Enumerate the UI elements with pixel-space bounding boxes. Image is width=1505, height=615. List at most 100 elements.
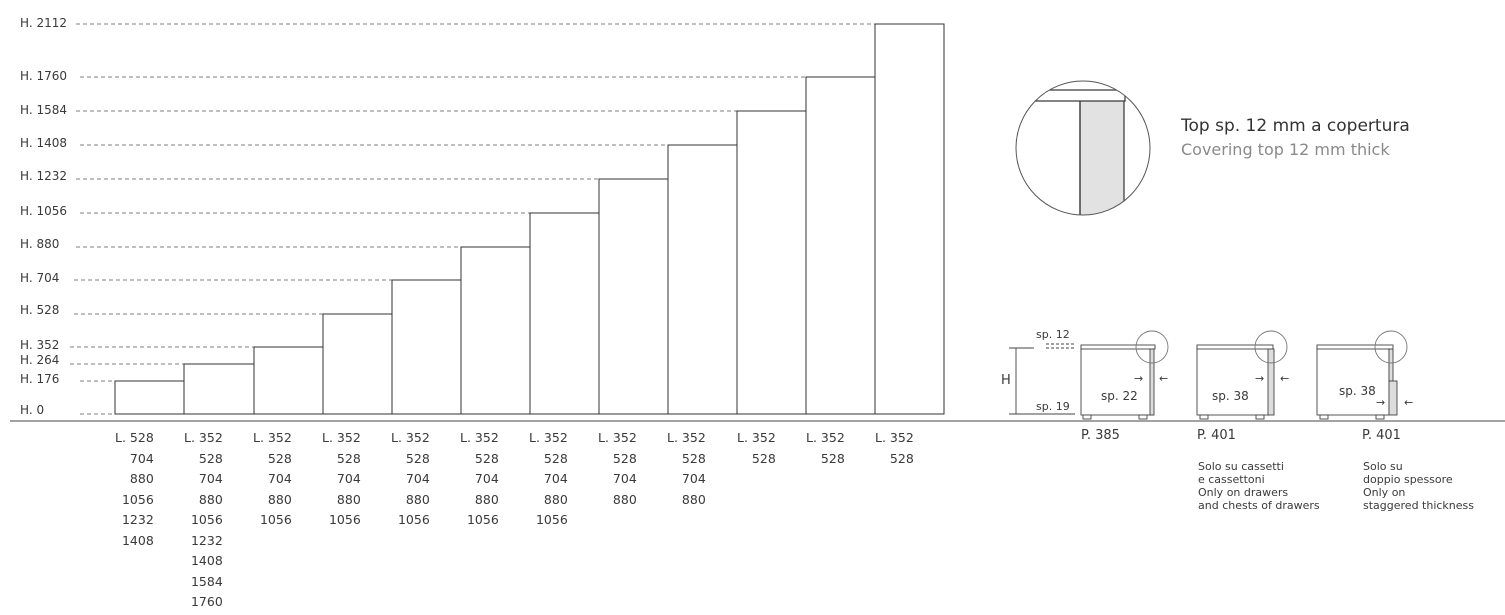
bar-5 — [391, 279, 462, 415]
height-option: 528 — [543, 450, 568, 466]
height-option: 880 — [336, 491, 361, 507]
height-option: 1056 — [466, 512, 499, 527]
height-option: 704 — [267, 471, 292, 486]
width-column-head: L. 352 — [737, 430, 776, 445]
height-option: 704 — [681, 471, 706, 486]
detail-circle — [1015, 80, 1151, 216]
height-label: H. 176 — [20, 372, 60, 386]
width-column-head: L. 352 — [184, 430, 223, 445]
note-line: Solo su — [1363, 460, 1403, 473]
height-option: 528 — [889, 450, 914, 466]
width-column-head: L. 352 — [322, 430, 361, 445]
height-label: H. 1760 — [20, 69, 67, 83]
height-label: H. 264 — [20, 353, 60, 367]
width-column-head: L. 352 — [253, 430, 292, 445]
height-option: 704 — [405, 471, 430, 486]
bar-9 — [667, 144, 738, 415]
height-option: 704 — [474, 471, 499, 486]
sp38-label-b: sp. 38 — [1339, 384, 1376, 398]
bar-1 — [114, 380, 185, 415]
height-option: 1408 — [190, 553, 223, 568]
width-column: L. 352 528 704 880 1056 — [391, 428, 430, 531]
width-column-head: L. 352 — [667, 430, 706, 445]
small-diagram-2 — [1196, 330, 1288, 420]
height-option: 880 — [405, 491, 430, 507]
arrow-right-icon: → — [1134, 372, 1144, 385]
arrow-right-icon: → — [1255, 372, 1265, 385]
bar-10 — [736, 110, 807, 415]
width-column: L. 352 528 — [875, 428, 914, 469]
height-option: 880 — [543, 491, 568, 507]
note-line: e cassettoni — [1198, 473, 1265, 486]
bar-2 — [183, 363, 255, 415]
height-label: H. 880 — [20, 237, 60, 251]
height-option: 528 — [820, 450, 845, 466]
width-column-head: L. 352 — [875, 430, 914, 445]
height-label: H. 528 — [20, 303, 60, 317]
note-line: Only on drawers — [1198, 486, 1289, 499]
height-option: 1056 — [535, 512, 568, 527]
detail-title-italian: Top sp. 12 mm a copertura — [1181, 116, 1410, 136]
bar-12 — [874, 23, 945, 415]
height-option: 528 — [751, 450, 776, 466]
note-line: doppio spessore — [1363, 473, 1453, 486]
page-ref-401: P. 401 — [1197, 428, 1236, 443]
h-dimension-label: H — [1001, 373, 1011, 388]
note-staggered: Solo su doppio spessore Only on staggere… — [1363, 460, 1474, 512]
height-label: H. 1232 — [20, 169, 67, 183]
width-column-head: L. 352 — [806, 430, 845, 445]
sp38-label-a: sp. 38 — [1212, 389, 1249, 403]
width-column: L. 352 528 704 880 1056 1232 1408 1584 1760 — [184, 428, 223, 613]
height-option: 704 — [612, 471, 637, 486]
sp19-label: sp. 19 — [1036, 400, 1070, 413]
height-option: 704 — [198, 471, 223, 486]
small-diagram-3 — [1316, 330, 1408, 420]
height-option: 528 — [336, 450, 361, 466]
bar-8 — [598, 178, 669, 415]
note-line: staggered thickness — [1363, 499, 1475, 512]
width-column-head: L. 352 — [598, 430, 637, 445]
note-line: and chests of drawers — [1198, 499, 1320, 512]
width-column-head: L. 352 — [529, 430, 568, 445]
height-label: H. 0 — [20, 403, 45, 417]
width-column-head: L. 352 — [460, 430, 499, 445]
height-option: 1056 — [397, 512, 430, 527]
small-diagram-1 — [1009, 330, 1169, 420]
width-column: L. 352 528 704 880 — [598, 428, 637, 510]
detail-title-english: Covering top 12 mm thick — [1181, 140, 1390, 159]
height-option: 880 — [612, 491, 637, 507]
width-column: L. 352 528 — [806, 428, 845, 469]
height-label: H. 704 — [20, 271, 60, 285]
height-option: 528 — [681, 450, 706, 466]
height-option: 704 — [543, 471, 568, 486]
height-option: 880 — [681, 491, 706, 507]
width-column: L. 352 528 704 880 — [667, 428, 706, 510]
width-column: L. 352 528 704 880 1056 — [253, 428, 292, 531]
height-option: 528 — [405, 450, 430, 466]
detail-circle-group — [1015, 80, 1151, 216]
note-line: Only on — [1363, 486, 1406, 499]
width-column: L. 352 528 704 880 1056 — [529, 428, 568, 531]
height-option: 880 — [198, 491, 223, 507]
page-ref-385: P. 385 — [1081, 428, 1120, 443]
sp12-label: sp. 12 — [1036, 328, 1070, 341]
height-option: 704 — [129, 450, 154, 466]
height-option: 1232 — [190, 532, 223, 548]
height-option: 528 — [267, 450, 292, 466]
height-option: 1232 — [121, 512, 154, 527]
height-label: H. 2112 — [20, 16, 67, 30]
bar-6 — [460, 246, 531, 415]
height-option: 880 — [474, 491, 499, 507]
sp22-label: sp. 22 — [1101, 389, 1138, 403]
height-option: 1056 — [190, 512, 223, 527]
width-column: L. 352 528 704 880 1056 — [460, 428, 499, 531]
bar-11 — [805, 76, 876, 415]
height-option: 1056 — [121, 491, 154, 507]
arrow-left-icon: ← — [1404, 396, 1414, 409]
dashed-guides — [70, 23, 875, 415]
bar-4 — [322, 313, 393, 415]
width-column: L. 352 528 704 880 1056 — [322, 428, 361, 531]
height-option: 880 — [129, 471, 154, 486]
height-label: H. 352 — [20, 338, 60, 352]
height-option: 1056 — [328, 512, 361, 527]
